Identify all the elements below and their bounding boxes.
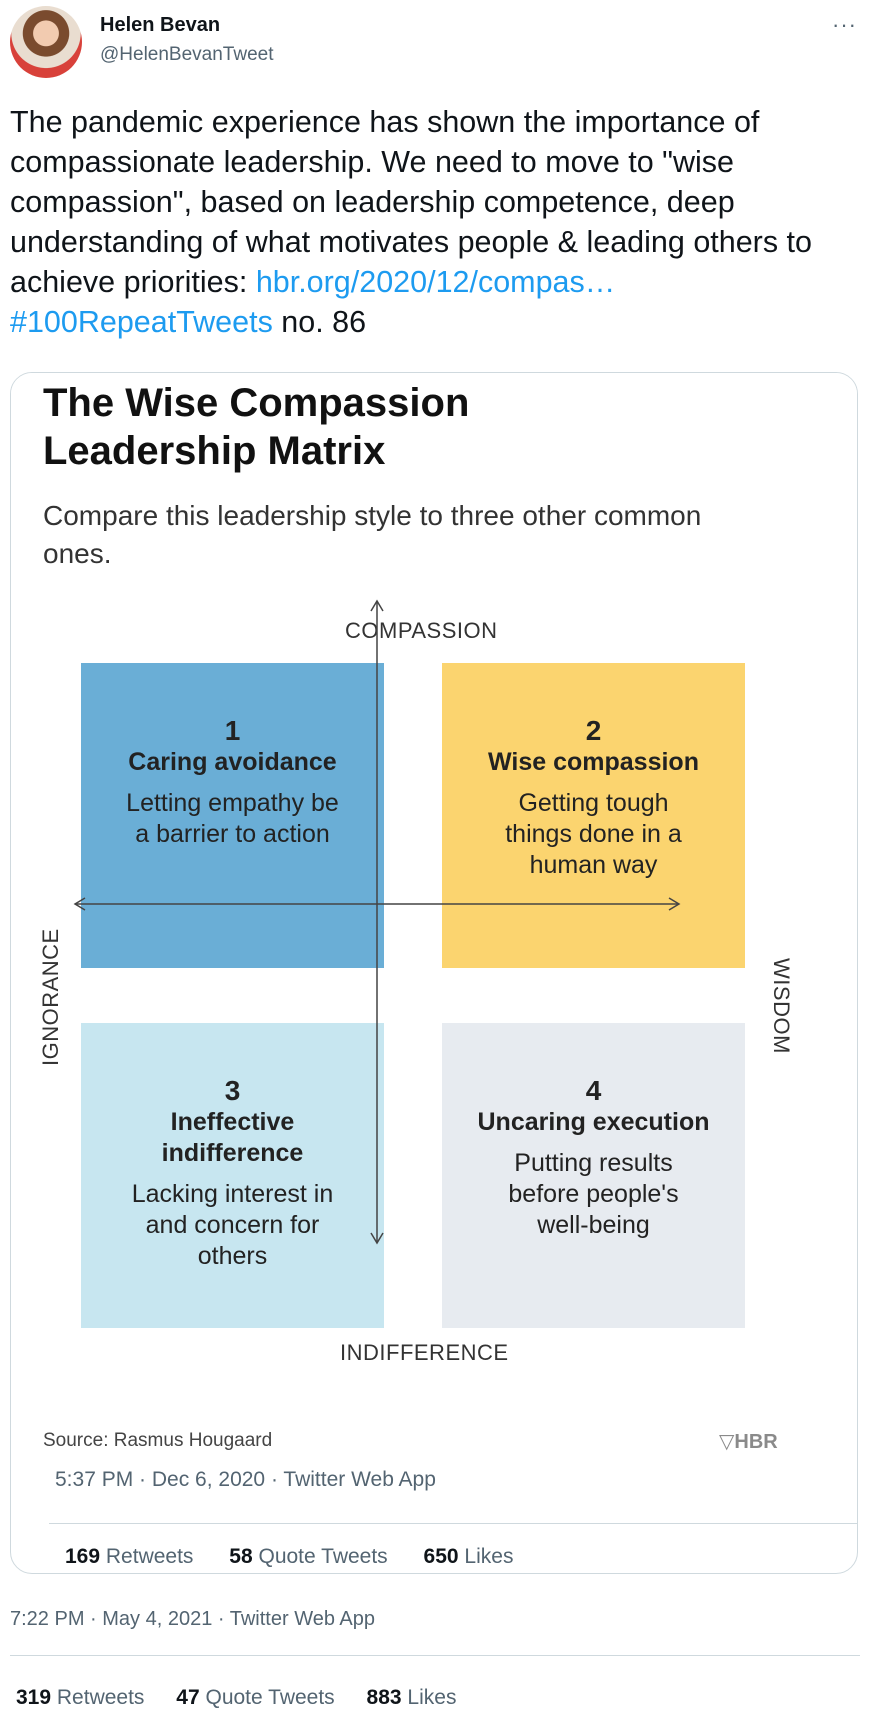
- quote-tweets-stat[interactable]: 47 Quote Tweets: [176, 1686, 334, 1709]
- quoted-quotes-label: Quote Tweets: [258, 1545, 388, 1568]
- quoted-divider: [49, 1523, 857, 1524]
- quadrant-3: 3 Ineffective indifference Lacking inter…: [81, 1023, 384, 1328]
- quadrant-number: 4: [585, 1075, 602, 1106]
- quoted-likes-label: Likes: [464, 1545, 514, 1568]
- more-horizontal-icon[interactable]: ···: [832, 12, 857, 37]
- quoted-retweets-label: Retweets: [105, 1545, 194, 1568]
- stats-divider: [10, 1655, 860, 1656]
- quoted-tweet-timestamp[interactable]: 5:37 PM · Dec 6, 2020 · Twitter Web App: [55, 1468, 436, 1491]
- quadrant-number: 3: [224, 1075, 241, 1106]
- likes-stat[interactable]: 883 Likes: [367, 1686, 457, 1709]
- tweet-text: The pandemic experience has shown the im…: [10, 102, 860, 342]
- quoted-likes-stat[interactable]: 650 Likes: [424, 1545, 514, 1568]
- quoted-likes-count: 650: [423, 1545, 459, 1568]
- quadrant-4: 4 Uncaring execution Putting results bef…: [442, 1023, 745, 1328]
- matrix-image[interactable]: The Wise Compassion Leadership Matrix Co…: [11, 373, 857, 1458]
- tweet-body: The pandemic experience has shown the im…: [10, 105, 812, 299]
- quoted-quotes-count: 58: [229, 1545, 253, 1568]
- author-handle[interactable]: @HelenBevanTweet: [100, 44, 274, 65]
- quoted-quotes-stat[interactable]: 58 Quote Tweets: [229, 1545, 387, 1568]
- post-stats: 319 Retweets 47 Quote Tweets 883 Likes: [16, 1686, 482, 1710]
- quadrant-description: Getting tough things done in a human way: [505, 789, 682, 879]
- quadrant-description: Lacking interest in and concern for othe…: [131, 1180, 334, 1270]
- quadrant-name: Wise compassion: [488, 748, 699, 776]
- author-name[interactable]: Helen Bevan: [100, 14, 221, 36]
- tweet-link[interactable]: hbr.org/2020/12/compas…: [255, 265, 616, 299]
- quadrant-description: Letting empathy be a barrier to action: [126, 789, 339, 848]
- likes-label: Likes: [407, 1686, 457, 1709]
- quadrant-2: 2 Wise compassion Getting tough things d…: [442, 663, 745, 968]
- avatar[interactable]: [10, 6, 82, 78]
- matrix-title: The Wise Compassion Leadership Matrix: [43, 381, 470, 473]
- hashtag-link[interactable]: #100RepeatTweets: [10, 305, 273, 339]
- arrow-up-icon: [370, 599, 384, 612]
- quadrant-name: Uncaring execution: [477, 1108, 710, 1136]
- axis-label-bottom: INDIFFERENCE: [340, 1340, 509, 1365]
- axis-label-right: WISDOM: [769, 958, 794, 1054]
- quote-tweets-count: 47: [176, 1686, 200, 1709]
- hbr-logo: ▽HBR: [719, 1429, 778, 1454]
- quoted-retweets-count: 169: [65, 1545, 101, 1568]
- quoted-tweet-stats: 169 Retweets 58 Quote Tweets 650 Likes: [65, 1545, 543, 1569]
- hbr-logo-text: HBR: [734, 1431, 778, 1453]
- retweets-label: Retweets: [56, 1686, 145, 1709]
- likes-count: 883: [366, 1686, 402, 1709]
- shield-icon: ▽: [719, 1431, 735, 1453]
- tweet-suffix: no. 86: [272, 305, 367, 339]
- post-timestamp[interactable]: 7:22 PM · May 4, 2021 · Twitter Web App: [10, 1608, 375, 1630]
- matrix-subtitle: Compare this leadership style to three o…: [43, 500, 702, 569]
- quadrant-description: Putting results before people's well-bei…: [508, 1149, 679, 1239]
- quadrant-name: Ineffective indifference: [161, 1108, 304, 1167]
- quote-tweets-label: Quote Tweets: [205, 1686, 335, 1709]
- quadrant-name: Caring avoidance: [128, 748, 337, 776]
- axis-label-left: IGNORANCE: [38, 928, 63, 1066]
- retweets-stat[interactable]: 319 Retweets: [16, 1686, 144, 1709]
- retweets-count: 319: [16, 1686, 52, 1709]
- axis-label-top: COMPASSION: [345, 618, 498, 643]
- quadrant-1: 1 Caring avoidance Letting empathy be a …: [81, 663, 384, 968]
- quoted-retweets-stat[interactable]: 169 Retweets: [65, 1545, 193, 1568]
- quadrant-number: 1: [224, 715, 241, 746]
- quoted-tweet-card[interactable]: The Wise Compassion Leadership Matrix Co…: [10, 372, 858, 1574]
- quadrant-number: 2: [585, 715, 602, 746]
- source-credit: Source: Rasmus Hougaard: [43, 1430, 273, 1451]
